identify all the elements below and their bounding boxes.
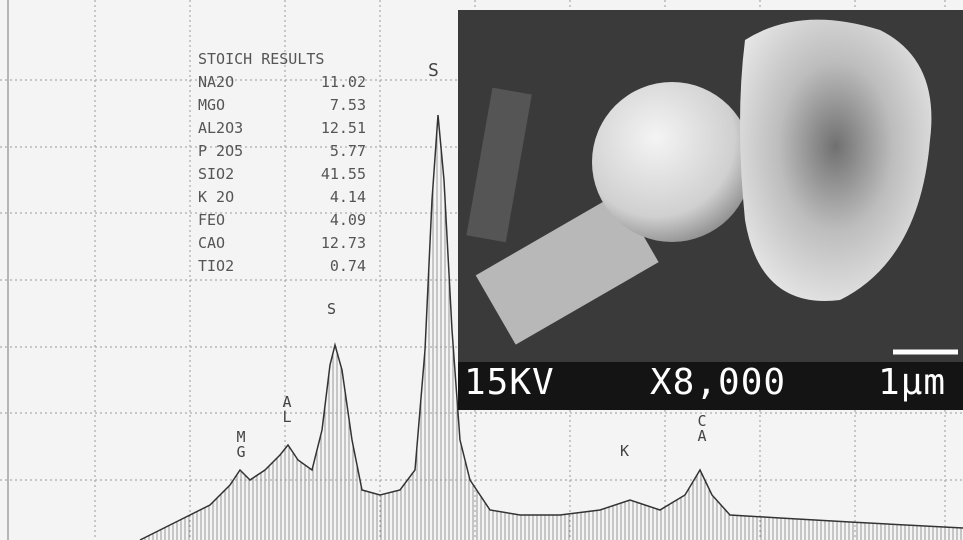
peak-label: K — [620, 442, 629, 460]
figure: STOICH RESULTS NA2O 11.02 MGO 7.53 AL2O3 12.5… — [0, 0, 963, 540]
percent: 0.74 — [330, 255, 366, 278]
oxide: NA2O — [198, 71, 234, 94]
peak-label: AL — [278, 393, 296, 423]
percent: 5.77 — [330, 140, 366, 163]
oxide: MGO — [198, 94, 225, 117]
table-row: TIO2 0.74 — [198, 255, 366, 278]
percent: 11.02 — [321, 71, 366, 94]
table-row: SIO2 41.55 — [198, 163, 366, 186]
oxide: SIO2 — [198, 163, 234, 186]
percent: 12.51 — [321, 117, 366, 140]
table-row: CAO 12.73 — [198, 232, 366, 255]
sem-image — [458, 10, 963, 410]
table-row: FEO 4.09 — [198, 209, 366, 232]
oxide: TIO2 — [198, 255, 234, 278]
percent: 41.55 — [321, 163, 366, 186]
oxide: CAO — [198, 232, 225, 255]
table-row: P 2O5 5.77 — [198, 140, 366, 163]
oxide: AL2O3 — [198, 117, 243, 140]
scale-bar-label: 1μm — [878, 362, 946, 403]
oxide: K 2O — [198, 186, 234, 209]
percent: 4.14 — [330, 186, 366, 209]
peak-label: MG — [232, 428, 250, 458]
magnification: X8,000 — [650, 362, 786, 403]
percent: 12.73 — [321, 232, 366, 255]
percent: 7.53 — [330, 94, 366, 117]
peak-label: CA — [693, 412, 711, 442]
percent: 4.09 — [330, 209, 366, 232]
table-row: K 2O 4.14 — [198, 186, 366, 209]
stoich-table: STOICH RESULTS NA2O 11.02 MGO 7.53 AL2O3 12.5… — [198, 48, 366, 278]
spectrum-plot — [0, 0, 963, 540]
oxide: P 2O5 — [198, 140, 243, 163]
peak-label: S — [327, 300, 336, 318]
oxide: FEO — [198, 209, 225, 232]
table-title: STOICH RESULTS — [198, 48, 366, 71]
table-row: MGO 7.53 — [198, 94, 366, 117]
table-row: AL2O3 12.51 — [198, 117, 366, 140]
table-row: NA2O 11.02 — [198, 71, 366, 94]
voltage: 15KV — [464, 362, 555, 403]
peak-label: S — [428, 60, 439, 81]
